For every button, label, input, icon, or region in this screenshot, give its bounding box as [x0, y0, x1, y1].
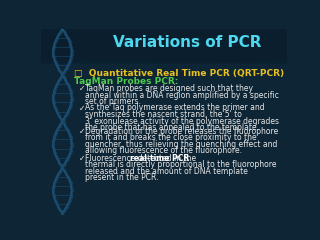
Text: Degradation of the probe releases the fluorophore: Degradation of the probe releases the fl… [85, 126, 279, 136]
Polygon shape [41, 29, 287, 63]
Text: 3' exonulease activity of the polymerase degrades: 3' exonulease activity of the polymerase… [85, 117, 279, 126]
Text: allowing fluorescence of the fluorophore.: allowing fluorescence of the fluorophore… [85, 146, 243, 155]
Text: Variations of PCR: Variations of PCR [113, 35, 261, 50]
Text: the probe that has annealed to the template.: the probe that has annealed to the templ… [85, 123, 260, 132]
Text: ✓: ✓ [79, 103, 86, 113]
Text: □  Quantitative Real Time PCR (QRT-PCR): □ Quantitative Real Time PCR (QRT-PCR) [74, 69, 284, 78]
FancyBboxPatch shape [41, 25, 287, 63]
Text: As the Taq polymerase extends the primer and: As the Taq polymerase extends the primer… [85, 103, 265, 113]
Text: set of primers.: set of primers. [85, 97, 141, 106]
Text: released and the amount of DNA template: released and the amount of DNA template [85, 167, 248, 176]
Text: ✓: ✓ [79, 84, 86, 93]
Text: synthesizes the nascent strand, the 5' to: synthesizes the nascent strand, the 5' t… [85, 110, 242, 119]
Text: from it and breaks the close proximity to the: from it and breaks the close proximity t… [85, 133, 257, 142]
Text: real-time PCR: real-time PCR [130, 154, 189, 162]
Text: present in the PCR.: present in the PCR. [85, 173, 159, 182]
Text: TagMan Probes PCR:: TagMan Probes PCR: [74, 77, 178, 85]
Text: quencher, thus relieving the quenching effect and: quencher, thus relieving the quenching e… [85, 140, 278, 149]
Text: ✓: ✓ [79, 126, 86, 136]
Text: anneal within a DNA region amplified by a specific: anneal within a DNA region amplified by … [85, 91, 279, 100]
Text: Fluorescence detected in the: Fluorescence detected in the [85, 154, 199, 162]
Text: thermal is directly proportional to the fluorophore: thermal is directly proportional to the … [85, 160, 277, 169]
Text: TaqMan probes are designed such that they: TaqMan probes are designed such that the… [85, 84, 253, 93]
Text: ✓: ✓ [79, 154, 86, 162]
